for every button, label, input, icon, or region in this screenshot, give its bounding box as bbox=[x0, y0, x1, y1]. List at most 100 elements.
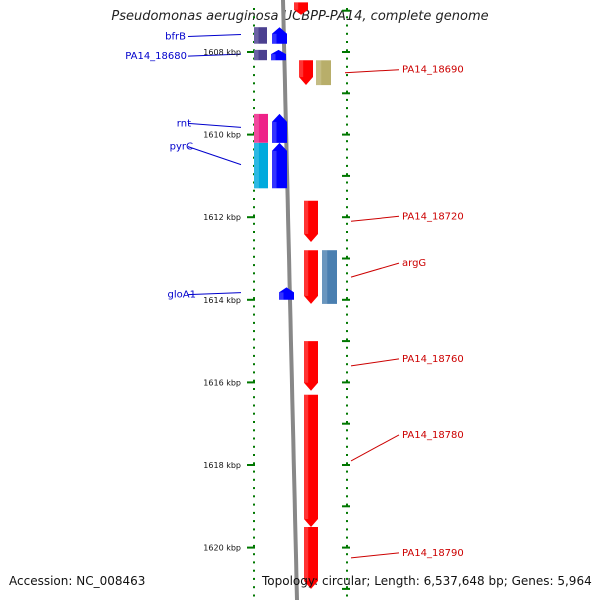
minor-tick bbox=[346, 511, 348, 514]
major-tick bbox=[247, 51, 255, 53]
topology-value: circular bbox=[321, 574, 367, 588]
minor-tick bbox=[346, 379, 348, 382]
gene-block bbox=[316, 60, 331, 86]
gene-label-right[interactable]: PA14_18790 bbox=[402, 548, 464, 559]
major-tick bbox=[342, 9, 350, 12]
minor-tick bbox=[346, 189, 348, 192]
gene-label-left[interactable]: rnt bbox=[177, 118, 191, 129]
minor-tick bbox=[346, 396, 348, 399]
minor-tick bbox=[253, 74, 255, 77]
minor-tick bbox=[253, 297, 255, 300]
minor-tick bbox=[346, 288, 348, 291]
minor-tick bbox=[346, 90, 348, 93]
minor-tick bbox=[346, 82, 348, 85]
minor-tick bbox=[346, 305, 348, 308]
minor-tick bbox=[346, 330, 348, 333]
label-leader-line bbox=[187, 292, 242, 296]
gene-block bbox=[254, 49, 267, 61]
minor-tick bbox=[253, 586, 255, 589]
gene-block bbox=[254, 142, 268, 189]
minor-tick bbox=[346, 198, 348, 200]
minor-tick bbox=[253, 577, 255, 580]
minor-tick bbox=[346, 321, 348, 324]
label-leader-line bbox=[187, 122, 242, 128]
gene-label-left[interactable]: gloA1 bbox=[168, 290, 196, 301]
minor-tick bbox=[253, 429, 255, 432]
minor-tick bbox=[253, 503, 255, 506]
major-tick bbox=[342, 51, 350, 53]
minor-tick bbox=[346, 404, 348, 407]
minor-tick bbox=[253, 520, 255, 523]
minor-tick bbox=[253, 379, 255, 382]
label-leader-line bbox=[350, 434, 400, 462]
length-value: 6,537,648 bp bbox=[423, 574, 504, 588]
cds-arrow bbox=[304, 394, 318, 527]
gene-label-right[interactable]: PA14_18780 bbox=[402, 430, 464, 441]
gene-label-left[interactable]: pyrC bbox=[170, 142, 193, 153]
minor-tick bbox=[346, 107, 348, 110]
minor-tick bbox=[253, 412, 255, 415]
cds-arrow bbox=[272, 113, 287, 143]
label-leader-line bbox=[187, 146, 242, 166]
cds-arrow bbox=[299, 60, 313, 85]
minor-tick bbox=[253, 90, 255, 93]
gene-label-right[interactable]: PA14_18720 bbox=[402, 211, 464, 222]
minor-tick bbox=[346, 388, 348, 390]
minor-tick bbox=[346, 454, 348, 456]
minor-tick bbox=[253, 511, 255, 514]
minor-tick bbox=[253, 107, 255, 110]
minor-tick bbox=[253, 569, 255, 572]
major-tick bbox=[342, 133, 350, 136]
minor-tick bbox=[346, 16, 348, 19]
minor-tick bbox=[346, 569, 348, 572]
minor-tick bbox=[253, 82, 255, 85]
gene-label-right[interactable]: PA14_18760 bbox=[402, 354, 464, 365]
minor-tick bbox=[346, 561, 348, 564]
cds-arrow bbox=[279, 287, 294, 300]
major-tick bbox=[247, 216, 255, 219]
gene-label-right[interactable]: argG bbox=[402, 258, 426, 269]
minor-tick bbox=[253, 16, 255, 19]
minor-tick bbox=[253, 198, 255, 200]
major-tick bbox=[342, 216, 350, 219]
minor-tick bbox=[346, 272, 348, 275]
major-tick bbox=[342, 381, 350, 384]
minor-tick bbox=[346, 371, 348, 374]
gene-label-left[interactable]: bfrB bbox=[165, 32, 186, 43]
minor-tick bbox=[253, 495, 255, 498]
minor-tick bbox=[346, 487, 348, 490]
label-leader-line bbox=[350, 262, 400, 278]
gene-label-right[interactable]: PA14_18690 bbox=[402, 65, 464, 76]
minor-tick bbox=[253, 222, 255, 225]
minor-tick bbox=[253, 371, 255, 374]
minor-tick bbox=[346, 363, 348, 366]
label-leader-line bbox=[350, 215, 400, 222]
minor-tick bbox=[253, 65, 255, 68]
major-tick bbox=[342, 174, 350, 177]
minor-tick bbox=[346, 57, 348, 60]
minor-tick bbox=[346, 495, 348, 498]
scale-tick-label: 1612 kbp bbox=[203, 213, 241, 222]
minor-tick bbox=[346, 577, 348, 580]
minor-tick bbox=[346, 173, 348, 176]
cds-arrow bbox=[304, 250, 318, 304]
minor-tick bbox=[346, 437, 348, 440]
cds-arrow bbox=[294, 2, 308, 15]
minor-tick bbox=[346, 156, 348, 159]
minor-tick bbox=[346, 354, 348, 357]
label-leader-line bbox=[350, 552, 400, 559]
minor-tick bbox=[253, 346, 255, 349]
minor-tick bbox=[346, 462, 348, 465]
minor-tick bbox=[346, 239, 348, 242]
minor-tick bbox=[346, 164, 348, 167]
major-tick bbox=[247, 546, 255, 549]
minor-tick bbox=[253, 305, 255, 308]
minor-tick bbox=[346, 528, 348, 531]
minor-tick bbox=[253, 255, 255, 258]
scale-tick-label: 1608 kbp bbox=[203, 48, 241, 57]
minor-tick bbox=[253, 363, 255, 366]
gene-label-left[interactable]: PA14_18680 bbox=[125, 51, 187, 62]
minor-tick bbox=[346, 470, 348, 473]
